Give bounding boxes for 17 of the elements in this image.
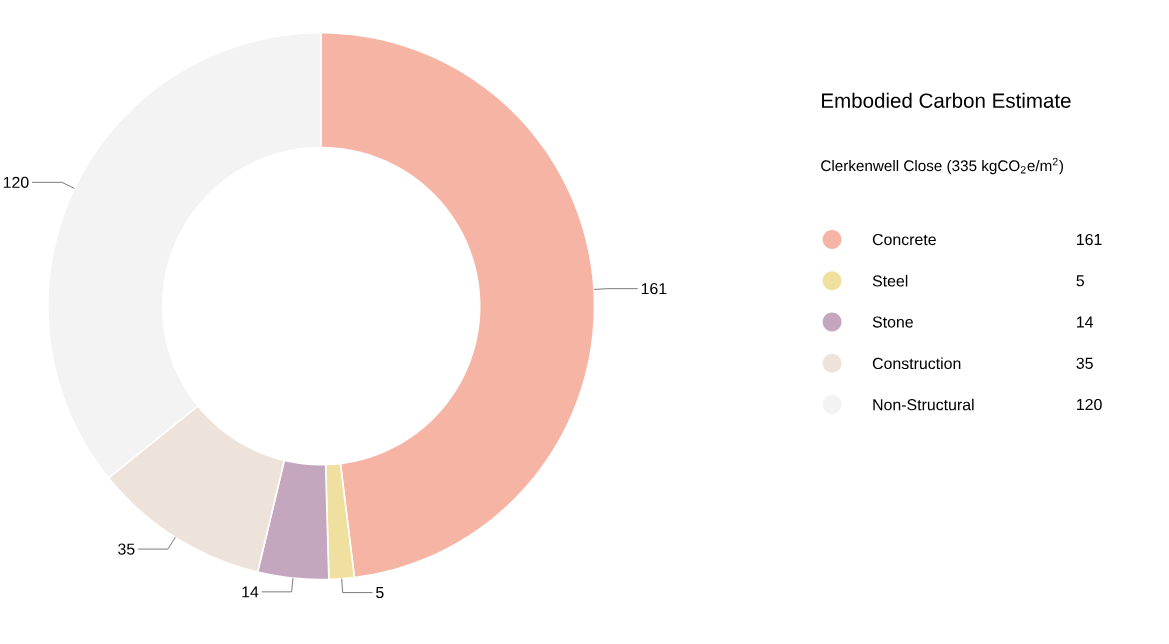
legend-label: Concrete [872, 233, 936, 246]
text: 35 [1076, 357, 1093, 369]
text: 5 [1076, 275, 1085, 287]
text: Clerkenwell Close (335 kgCO$_{2}$e/m$^{2}$) [821, 157, 1064, 175]
data-label: 120 [3, 176, 29, 188]
data-label: 35 [118, 543, 135, 555]
legend-label: Non-Structural [873, 398, 974, 411]
legend-label: Construction [872, 357, 961, 370]
data-label: 161 [641, 282, 667, 295]
data-label: 5 [376, 587, 384, 599]
legend-label: Steel [872, 274, 908, 287]
text: Embodied Carbon Estimate [822, 92, 1071, 108]
text: 120 [1077, 398, 1102, 411]
data-label: 14 [242, 586, 259, 598]
text: 161 [1077, 233, 1102, 246]
text: 14 [1077, 316, 1094, 328]
legend-label: Stone [872, 316, 913, 328]
